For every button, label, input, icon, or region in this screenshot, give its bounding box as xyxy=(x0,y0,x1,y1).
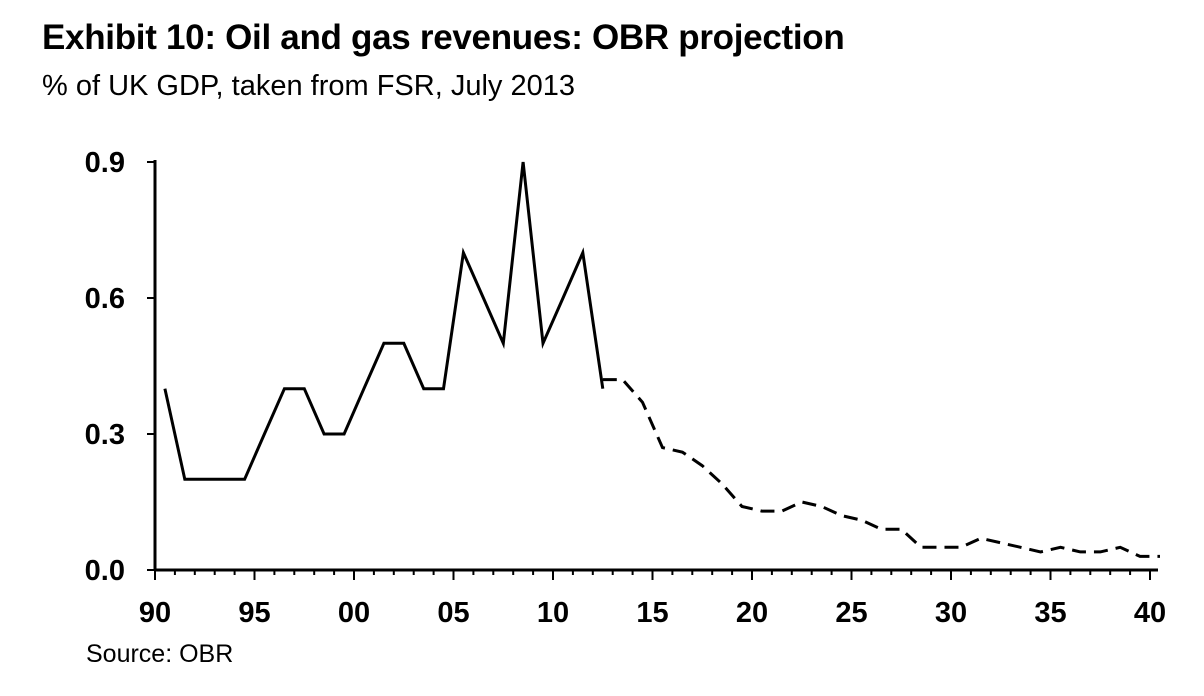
projection-series-line xyxy=(602,378,1160,558)
x-tick-label: 20 xyxy=(736,597,768,629)
x-tick-label: 10 xyxy=(537,597,569,629)
y-tick-label: 0.9 xyxy=(85,147,125,179)
y-tick-label: 0.6 xyxy=(85,283,125,315)
chart-title: Exhibit 10: Oil and gas revenues: OBR pr… xyxy=(42,18,845,57)
x-tick-label: 25 xyxy=(835,597,867,629)
x-tick-label: 95 xyxy=(238,597,270,629)
tick-labels: 0.0 0.3 0.6 0.9 90 95 00 05 10 15 20 25 30 35 40 xyxy=(85,147,1166,629)
y-tick-label: 0.3 xyxy=(85,419,125,451)
x-tick-label: 40 xyxy=(1134,597,1166,629)
x-tick-label: 35 xyxy=(1034,597,1066,629)
chart-axes xyxy=(147,160,1158,580)
chart-source: Source: OBR xyxy=(86,640,234,668)
chart-series xyxy=(163,161,1160,558)
x-tick-label: 30 xyxy=(935,597,967,629)
outturn-series-line xyxy=(163,161,605,481)
chart-subtitle: % of UK GDP, taken from FSR, July 2013 xyxy=(42,70,575,102)
y-tick-label: 0.0 xyxy=(85,555,125,587)
x-tick-label: 05 xyxy=(437,597,469,629)
x-tick-label: 90 xyxy=(139,597,171,629)
x-tick-label: 00 xyxy=(338,597,370,629)
x-tick-label: 15 xyxy=(636,597,668,629)
